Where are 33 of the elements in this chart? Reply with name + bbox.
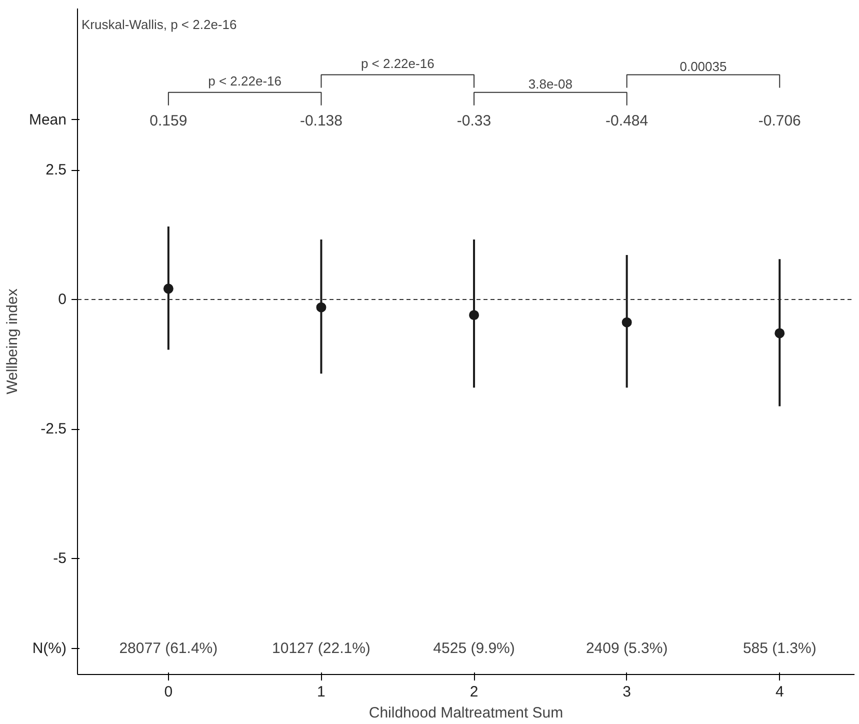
annotation: 585 (1.3%) (742, 640, 816, 658)
y-tick-label: Mean (28, 111, 67, 128)
annotation: 0.159 (150, 112, 188, 130)
y-tick-label: -5 (53, 550, 67, 567)
x-tick-label: 4 (775, 684, 784, 700)
y-tick-label: 2.5 (46, 162, 67, 179)
x-tick-label: 3 (622, 684, 631, 700)
annotation: 10127 (22.1%) (272, 640, 370, 658)
point (622, 317, 632, 328)
y-tick-label: -2.5 (40, 420, 67, 438)
annotation: p < 2.22e-16 (360, 56, 434, 71)
y-tick-label: 0 (58, 291, 66, 308)
point (774, 328, 785, 338)
annotation: 4525 (9.9%) (433, 640, 515, 658)
y-tick-label: N(%) (32, 640, 67, 658)
annotation: 3.8e-08 (528, 76, 572, 92)
annotation: 2409 (5.3%) (586, 640, 668, 658)
annotation: 28077 (61.4%) (119, 640, 218, 658)
point (469, 310, 480, 320)
annotation: -0.33 (456, 112, 492, 130)
point (316, 302, 326, 312)
annotation: -0.706 (758, 112, 801, 130)
x-tick-label: 2 (470, 684, 478, 700)
annotation: Kruskal-Wallis, p < 2.2e-16 (82, 17, 237, 32)
annotation: p < 2.22e-16 (208, 73, 282, 88)
point (163, 284, 174, 294)
annotation: 0.00035 (680, 58, 727, 74)
x-tick-label: 0 (164, 684, 173, 700)
annotation: -0.484 (606, 112, 648, 130)
x-tick-label: 1 (317, 684, 326, 700)
x-axis-title: Childhood Maltreatment Sum (368, 704, 564, 722)
annotation: -0.138 (300, 112, 342, 130)
y-axis-title: Wellbeing index (4, 288, 21, 394)
